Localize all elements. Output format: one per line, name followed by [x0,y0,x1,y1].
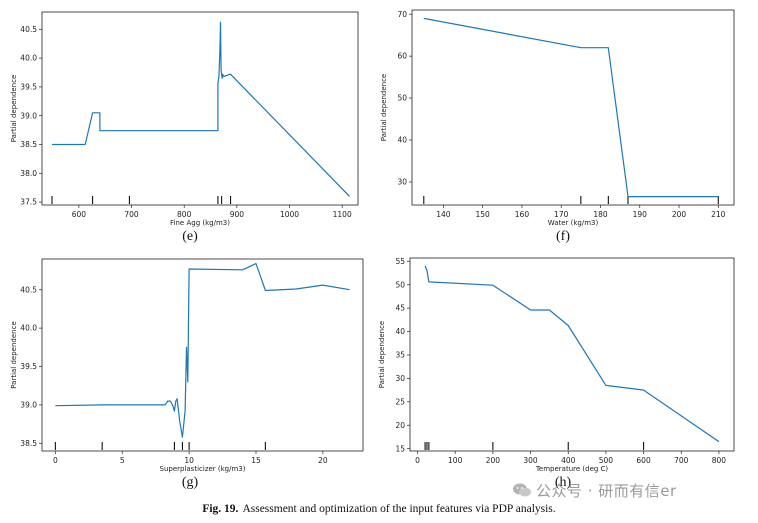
panel-3-y-tick-label-6: 45 [395,304,405,313]
panel-1-x-tick-label-1: 150 [476,210,491,219]
panel-2-y-tick-label-4: 40.5 [20,285,37,294]
panel-2-y-tick-label-1: 39.0 [20,401,37,410]
panel-3-y-tick-label-4: 35 [395,351,405,360]
panel-0-y-tick-label-0: 37.5 [20,198,37,207]
caption-text: Assessment and optimization of the input… [242,503,556,515]
panel-2-x-tick-label-3: 15 [251,456,261,465]
panel-0-y-tick-label-4: 39.5 [20,82,37,91]
panel-0-y-axis-label: Partial dependence [10,75,18,143]
panel-1-x-tick-label-6: 200 [672,210,687,219]
panel-0-y-tick-label-5: 40.0 [20,54,37,63]
panel-1-y-axis-label: Partial dependence [380,74,388,142]
panel-0-x-tick-label-5: 1100 [333,210,352,219]
panel-1-x-tick-label-5: 190 [633,210,648,219]
figure-caption: Fig. 19. Assessment and optimization of t… [0,503,758,515]
panel-3-y-tick-label-5: 40 [395,327,405,336]
panel-0-x-tick-label-3: 900 [230,210,245,219]
panel-2-y-tick-label-0: 38.5 [20,439,37,448]
panel-2-y-tick-label-2: 39.5 [20,362,37,371]
panel-3-y-tick-label-2: 25 [395,397,405,406]
panel-1-y-tick-label-2: 50 [397,94,407,103]
panel-3-x-tick-label-5: 500 [599,456,614,465]
panel-0-plot-frame [41,11,359,206]
panel-1-y-tick-label-1: 40 [397,136,407,145]
watermark-text: 公众号 · 研而有信er [536,482,677,500]
chart-panel-e: 600 700 800 900 1000 1100 37.5 38.0 38.5 39.0 39.5… [10,11,359,244]
panel-0-x-tick-label-2: 800 [177,210,192,219]
panel-3-y-tick-label-1: 20 [395,421,405,430]
panel-2-x-tick-label-1: 5 [120,456,125,465]
panel-0-y-tick-label-2: 38.5 [20,140,37,149]
panel-0-y-tick-label-3: 39.0 [20,111,37,120]
panel-3-y-tick-label-0: 15 [395,444,405,453]
panel-1-y-tick-label-3: 60 [397,52,407,61]
panel-3-plot-frame [409,257,735,452]
panel-2-panel-label: (g) [182,475,199,490]
panel-3-x-tick-label-0: 0 [415,456,420,465]
panel-3-y-tick-label-3: 30 [395,374,405,383]
chart-panel-g: 0 5 10 15 20 38.5 39.0 39.5 40.0 40.5 Superplastic… [10,258,364,490]
panel-3-x-tick-label-1: 100 [448,456,463,465]
panel-3-x-tick-label-8: 800 [712,456,727,465]
panel-2-x-tick-label-2: 10 [184,456,194,465]
panel-0-panel-label: (e) [182,229,198,244]
panel-3-x-tick-label-6: 600 [636,456,651,465]
panel-3-pdp-series-line [424,265,720,443]
panel-1-plot-frame [411,9,735,206]
panel-0-x-tick-label-0: 600 [72,210,87,219]
panel-3-y-tick-label-7: 50 [395,280,405,289]
panel-1-x-tick-label-3: 170 [554,210,569,219]
panel-3-y-axis-label: Partial dependence [378,321,386,389]
panel-2-pdp-series-line [55,263,350,438]
chart-panel-h: 0 100 200 300 400 500 600 700 800 15 20 25 30 35 40 45 5… [378,257,735,490]
panel-1-panel-label: (f) [556,229,570,244]
panel-0-pdp-series-line [52,21,351,197]
panel-0-y-tick-label-6: 40.5 [20,25,37,34]
panel-0-x-tick-label-1: 700 [124,210,139,219]
panel-1-x-axis-label: Water (kg/m3) [548,219,599,227]
panel-3-x-tick-label-7: 700 [674,456,689,465]
panel-1-y-tick-label-4: 70 [397,10,407,19]
panel-0-x-tick-label-4: 1000 [280,210,299,219]
panel-1-x-tick-label-0: 140 [436,210,451,219]
panel-0-y-tick-label-1: 38.0 [20,169,37,178]
watermark: 公众号 · 研而有信er [512,480,677,501]
panel-3-x-tick-label-2: 200 [486,456,501,465]
caption-label: Fig. 19. [202,503,239,515]
panel-3-x-tick-label-4: 400 [561,456,576,465]
panel-2-x-tick-label-4: 20 [318,456,328,465]
wechat-icon [513,483,531,497]
panel-1-x-tick-label-7: 210 [711,210,726,219]
panel-2-y-axis-label: Partial dependence [10,321,18,389]
panel-1-x-tick-label-4: 180 [593,210,608,219]
panel-2-x-tick-label-0: 0 [53,456,58,465]
panel-2-x-axis-label: Superplasticizer (kg/m3) [160,465,246,473]
panel-2-plot-frame [41,258,364,452]
panel-3-panel-label: (h) [555,475,572,490]
panel-3-x-tick-label-3: 300 [523,456,538,465]
panel-1-y-tick-label-0: 30 [397,178,407,187]
panel-2-y-tick-label-3: 40.0 [20,324,37,333]
panel-0-x-axis-label: Fine Agg (kg/m3) [170,219,230,227]
panel-1-pdp-series-line [423,17,719,198]
panel-3-y-tick-label-8: 55 [395,257,405,266]
chart-panel-f: 140 150 160 170 180 190 200 210 30 40 50 60 70 Water … [380,9,735,244]
panel-1-x-tick-label-2: 160 [515,210,530,219]
panel-3-x-axis-label: Temperature (deg C) [535,465,609,473]
